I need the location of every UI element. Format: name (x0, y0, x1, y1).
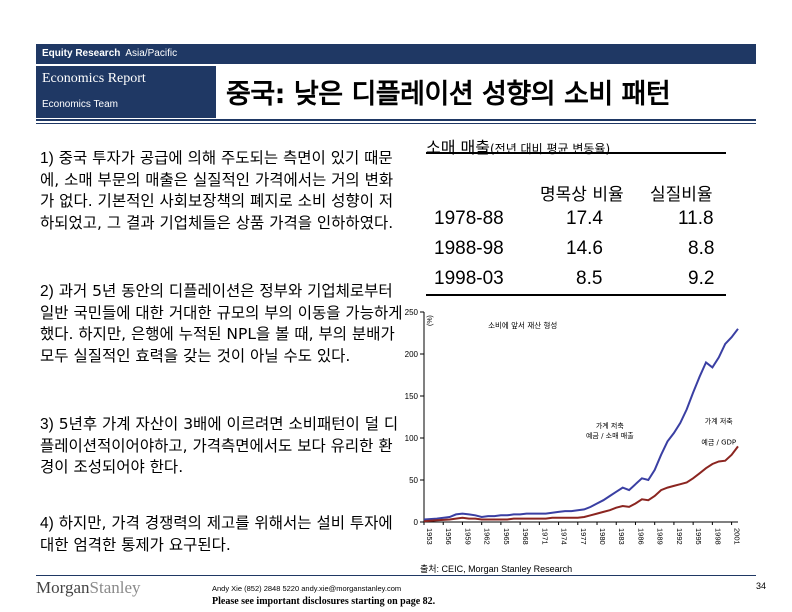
x-tick-label: 1983 (617, 528, 626, 545)
x-tick-label: 1971 (540, 528, 549, 545)
report-block (36, 66, 216, 118)
report-title: Economics Report (42, 71, 146, 86)
series-line-deposit-retail (423, 328, 739, 521)
table-nominal: 8.5 (576, 268, 603, 289)
x-tick-label: 1980 (598, 528, 607, 545)
y-tick-label: 0 (414, 518, 419, 527)
banner-text: Equity Research Asia/Pacific (42, 48, 177, 59)
point-4: 4) 하지만, 가격 경쟁력의 제고를 위해서는 설비 투자에 대한 엄격한 통… (40, 513, 404, 556)
analyst-contact: Andy Xie (852) 2848 5220 andy.xie@morgan… (212, 584, 402, 593)
table-nominal: 17.4 (566, 208, 603, 229)
point-2: 2) 과거 5년 동안의 디플레이션은 정부와 기업체로부터 일반 국민들에 대… (40, 281, 404, 367)
x-tick-label: 1986 (636, 528, 645, 545)
point-text: 하지만, 가격 경쟁력의 제고를 위해서는 설비 투자에 대한 엄격한 통제가 … (40, 514, 393, 554)
section-label: Equity Research (42, 48, 121, 59)
table-title-sub: (전년 대비 평균 변동율) (489, 142, 611, 156)
x-tick-label: 1965 (502, 528, 511, 545)
table-period: 1978-88 (434, 208, 504, 229)
x-tick-label: 1992 (675, 528, 684, 545)
point-number: 4) (40, 515, 54, 532)
table-title: 소매 매출(전년 대비 평균 변동율) (426, 134, 610, 158)
table-title-main: 소매 매출 (426, 138, 490, 157)
x-tick-label: 1995 (694, 528, 703, 545)
disclosure-note: Please see important disclosures startin… (212, 596, 436, 607)
series-label: 예금 / GDP (701, 438, 736, 447)
chart-annotation: 소비에 앞서 재산 형성 (488, 320, 557, 330)
point-text: 과거 5년 동안의 디플레이션은 정부와 기업체로부터 일반 국민들에 대한 거… (40, 282, 403, 365)
y-tick-label: 100 (405, 434, 419, 443)
table-header-nominal: 명목상 비율 (540, 185, 624, 205)
y-tick-label: 50 (409, 476, 418, 485)
table-nominal: 14.6 (566, 238, 603, 259)
point-number: 3) (40, 416, 54, 433)
page-number: 34 (756, 581, 767, 591)
table-top-rule (426, 152, 726, 154)
x-tick-label: 1977 (579, 528, 588, 545)
point-text: 5년후 가계 자산이 3배에 이르려면 소비패턴이 덜 디플레이션적이어야하고,… (40, 415, 399, 476)
y-tick-label: 250 (405, 308, 419, 317)
savings-chart: 0 50 100 150 200 250 (%) 1953 1956 1959 1962 1965 19… (405, 308, 742, 545)
x-tick-label: 1956 (444, 528, 453, 545)
top-banner (36, 44, 756, 64)
point-3: 3) 5년후 가계 자산이 3배에 이르려면 소비패턴이 덜 디플레이션적이어야… (40, 414, 404, 479)
series-line-deposit-gdp (423, 445, 739, 523)
header-divider (36, 119, 756, 121)
series-label: 예금 / 소매 매출 (586, 431, 634, 440)
series-label: 가계 저축 (596, 421, 625, 430)
table-period: 1988-98 (434, 238, 504, 259)
x-tick-label: 2001 (733, 528, 742, 545)
morgan-stanley-logo: MorganStanley (36, 578, 141, 598)
table-real: 11.8 (678, 208, 714, 229)
x-tick-label: 1962 (483, 528, 492, 545)
region-label: Asia/Pacific (125, 48, 178, 59)
point-number: 1) (40, 150, 54, 167)
logo-word-2: Stanley (89, 578, 141, 597)
y-tick-label: 200 (405, 350, 419, 359)
x-tick-label: 1974 (560, 528, 569, 545)
x-tick-label: 1989 (656, 528, 665, 545)
x-tick-label: 1968 (521, 528, 530, 545)
series-label: 가계 저축 (705, 417, 734, 426)
point-number: 2) (40, 283, 54, 300)
x-tick-label: 1959 (463, 528, 472, 545)
header-divider-thin (36, 123, 756, 124)
footer-divider (36, 575, 756, 576)
page-title: 중국: 낮은 디플레이션 성향의 소비 패턴 (226, 79, 671, 110)
logo-word-1: Morgan (36, 578, 90, 597)
table-real: 9.2 (688, 268, 715, 289)
point-text: 중국 투자가 공급에 의해 주도되는 측면이 있기 때문에, 소매 부문의 매출… (40, 149, 394, 232)
point-1: 1) 중국 투자가 공급에 의해 주도되는 측면이 있기 때문에, 소매 부문의… (40, 148, 404, 234)
table-header-real: 실질비율 (650, 185, 713, 205)
table-real: 8.8 (688, 238, 715, 259)
chart-source: 출처: CEIC, Morgan Stanley Research (420, 564, 573, 574)
y-tick-label: 150 (405, 392, 419, 401)
table-bottom-rule (426, 294, 726, 296)
report-team: Economics Team (42, 99, 118, 110)
y-axis-label: (%) (427, 315, 434, 326)
x-tick-label: 1998 (713, 528, 722, 545)
x-tick-label: 1953 (425, 528, 434, 545)
table-period: 1998-03 (434, 268, 504, 289)
